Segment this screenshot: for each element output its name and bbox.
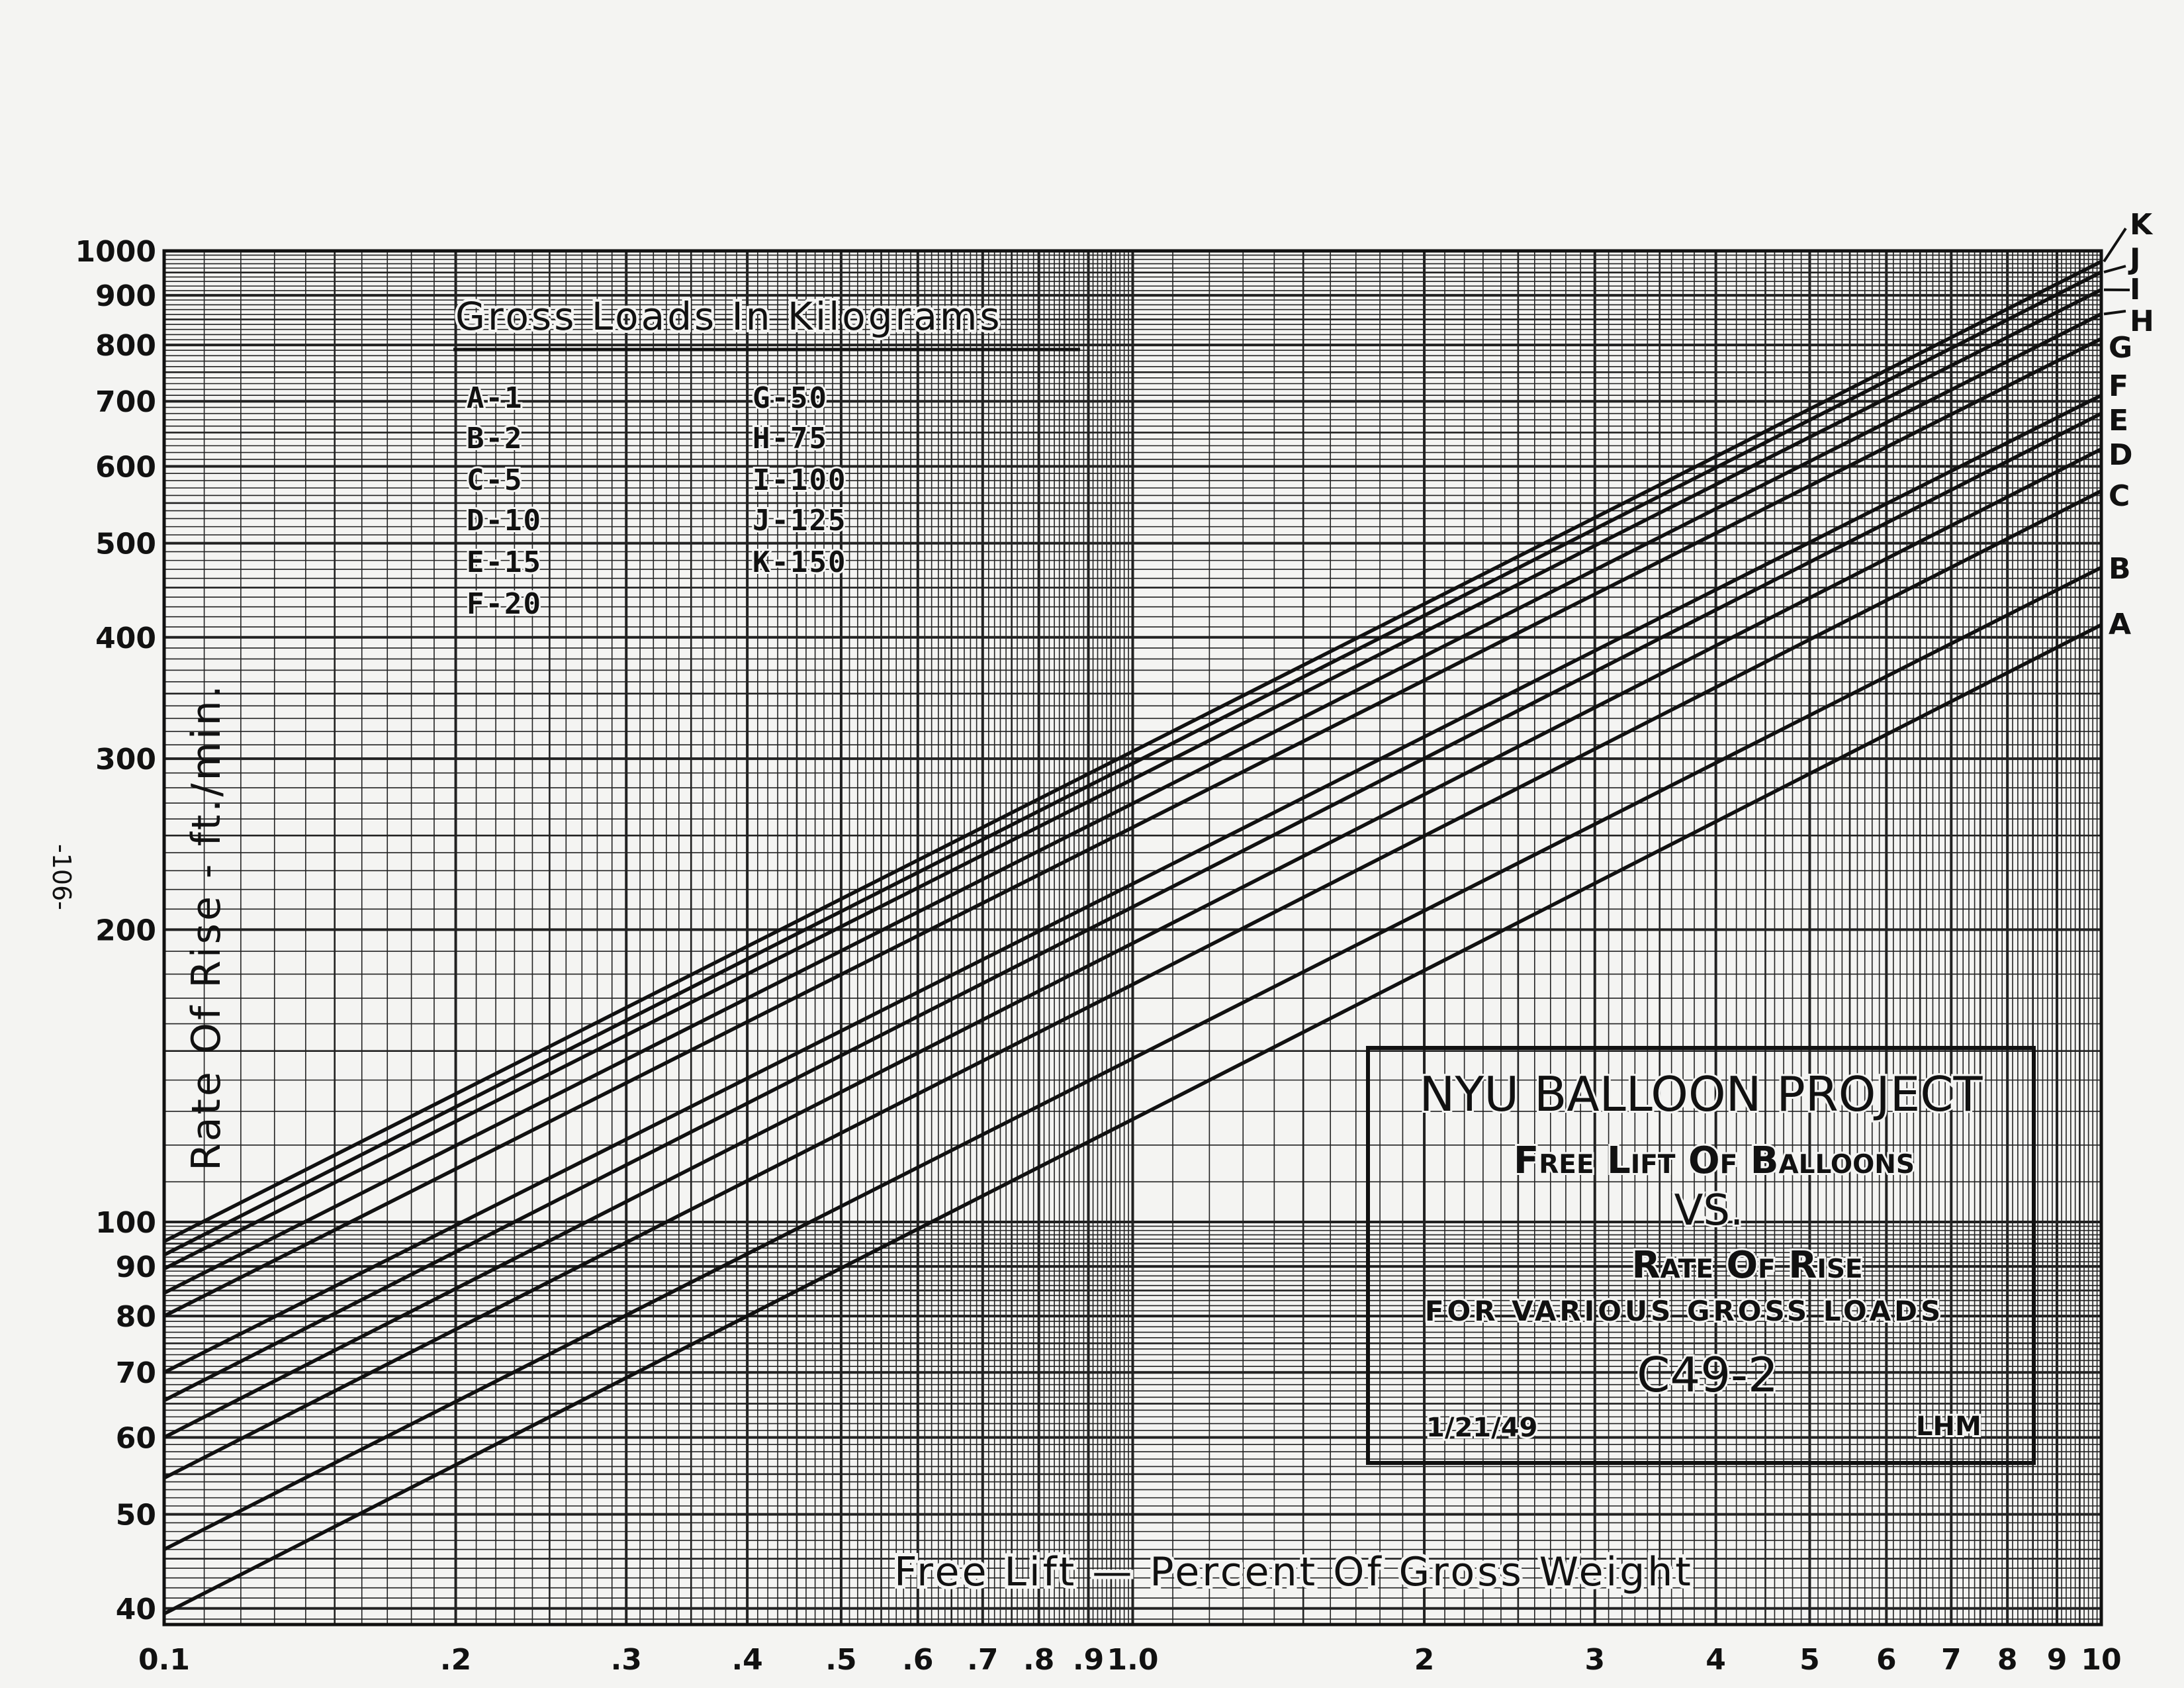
y-tick-label: 900 <box>95 279 156 313</box>
y-tick-labels: 1000 900 800 700 600 500 400 300 200 100 90 80 70 60 5… <box>75 235 156 1626</box>
x-tick-label: 9 <box>2047 1643 2068 1677</box>
series-label-b: B <box>2109 552 2131 586</box>
series-line-d <box>163 447 2103 1439</box>
leader-line-k <box>2103 227 2127 263</box>
x-tick-label: 10 <box>2081 1643 2121 1677</box>
x-tick-label: .6 <box>902 1643 933 1677</box>
legend-entry: I-100 <box>752 463 846 497</box>
chart-date: 1/21/49 <box>1426 1413 1537 1443</box>
y-tick-label: 700 <box>95 385 156 419</box>
y-tick-label: 500 <box>95 528 156 561</box>
series-line-i <box>163 288 2103 1271</box>
series-line-e <box>163 412 2103 1403</box>
x-tick-label: .4 <box>731 1643 762 1677</box>
legend-title: Gross Loads In Kilograms <box>455 294 1003 339</box>
series-lines <box>163 259 2103 1616</box>
title-line-1: NYU BALLOON PROJECT <box>1420 1066 1983 1122</box>
plot-frame <box>162 249 2103 1626</box>
x-tick-label: 0.1 <box>138 1643 190 1677</box>
x-tick-label: 5 <box>1799 1643 1820 1677</box>
series-line-b <box>163 565 2103 1552</box>
grid <box>163 251 2101 1625</box>
legend-entry: A-1 <box>467 381 523 415</box>
y-tick-label: 400 <box>95 622 156 655</box>
legend-entry: B-2 <box>467 422 523 455</box>
y-tick-label: 70 <box>116 1356 156 1390</box>
legend-entry: H-75 <box>752 422 828 455</box>
legend-entry: E-15 <box>467 545 542 579</box>
x-tick-label: 3 <box>1584 1643 1605 1677</box>
series-line-g <box>163 337 2103 1318</box>
series-line-c <box>163 489 2103 1480</box>
x-tick-label: .9 <box>1073 1643 1104 1677</box>
legend: Gross Loads In Kilograms A-1 B-2 C-5 D-10 E-… <box>453 291 1080 623</box>
series-label-h: H <box>2130 305 2154 338</box>
y-tick-label: 200 <box>95 914 156 947</box>
title-line-4: Rate Of Rise <box>1631 1244 1862 1287</box>
y-tick-label: 100 <box>95 1206 156 1240</box>
y-tick-label: 50 <box>116 1499 156 1532</box>
series-label-i: I <box>2130 273 2140 306</box>
title-block: NYU BALLOON PROJECT Free Lift Of Balloon… <box>1366 1046 2036 1465</box>
x-tick-label: .8 <box>1023 1643 1054 1677</box>
title-line-3: VS. <box>1674 1186 1744 1235</box>
series-label-f: F <box>2109 369 2128 403</box>
y-axis-label: Rate Of Rise - ft./min. <box>183 682 230 1171</box>
legend-entry: J-125 <box>752 504 846 538</box>
y-tick-label: 800 <box>95 329 156 363</box>
series-line-a <box>163 623 2103 1616</box>
x-tick-label: 6 <box>1876 1643 1897 1677</box>
x-tick-label: 7 <box>1941 1643 1962 1677</box>
page-number: -106- <box>47 844 76 910</box>
x-tick-label: .7 <box>967 1643 998 1677</box>
y-tick-label: 60 <box>116 1421 156 1455</box>
legend-entry: K-150 <box>752 545 846 579</box>
series-label-g: G <box>2109 331 2132 365</box>
x-tick-label: .2 <box>440 1643 471 1677</box>
x-tick-label: 8 <box>1997 1643 2018 1677</box>
series-label-d: D <box>2109 438 2133 472</box>
series-label-a: A <box>2109 608 2131 641</box>
x-axis-label: Free Lift — Percent Of Gross Weight <box>894 1549 1694 1595</box>
series-label-e: E <box>2109 404 2128 438</box>
x-tick-label: .5 <box>825 1643 856 1677</box>
y-tick-label: 40 <box>116 1593 156 1626</box>
series-line-j <box>163 270 2103 1257</box>
series-line-f <box>163 393 2103 1374</box>
y-tick-label: 600 <box>95 450 156 484</box>
series-line-k <box>163 259 2103 1243</box>
legend-entry: F-20 <box>467 587 542 621</box>
title-line-2: Free Lift Of Balloons <box>1514 1139 1915 1182</box>
title-block-frame <box>1366 1046 2036 1465</box>
leader-line-h <box>2103 310 2126 316</box>
chart-initials: LHM <box>1916 1411 1981 1442</box>
legend-entry: G-50 <box>752 381 828 415</box>
x-tick-label: .3 <box>611 1643 642 1677</box>
chart-code: C49-2 <box>1637 1347 1778 1403</box>
series-label-k: K <box>2130 208 2154 242</box>
x-tick-labels: 0.1 .2 .3 .4 .5 .6 .7 .8 .9 1.0 2 3 4 5 6 7 8 9 10 <box>138 1643 2122 1677</box>
legend-entry: D-10 <box>467 504 542 538</box>
y-tick-label: 90 <box>116 1250 156 1284</box>
x-tick-label: 4 <box>1706 1643 1726 1677</box>
series-label-c: C <box>2109 479 2130 513</box>
legend-entry: C-5 <box>467 463 523 497</box>
y-tick-label: 300 <box>95 743 156 776</box>
leader-line-j <box>2103 265 2126 273</box>
series-label-j: J <box>2128 242 2140 276</box>
x-tick-label: 1.0 <box>1107 1643 1159 1677</box>
series-line-h <box>163 312 2103 1295</box>
title-line-5: FOR VARIOUS GROSS LOADS <box>1425 1295 1944 1327</box>
y-tick-label: 80 <box>116 1300 156 1334</box>
x-tick-label: 2 <box>1414 1643 1435 1677</box>
y-tick-label: 1000 <box>75 235 156 269</box>
